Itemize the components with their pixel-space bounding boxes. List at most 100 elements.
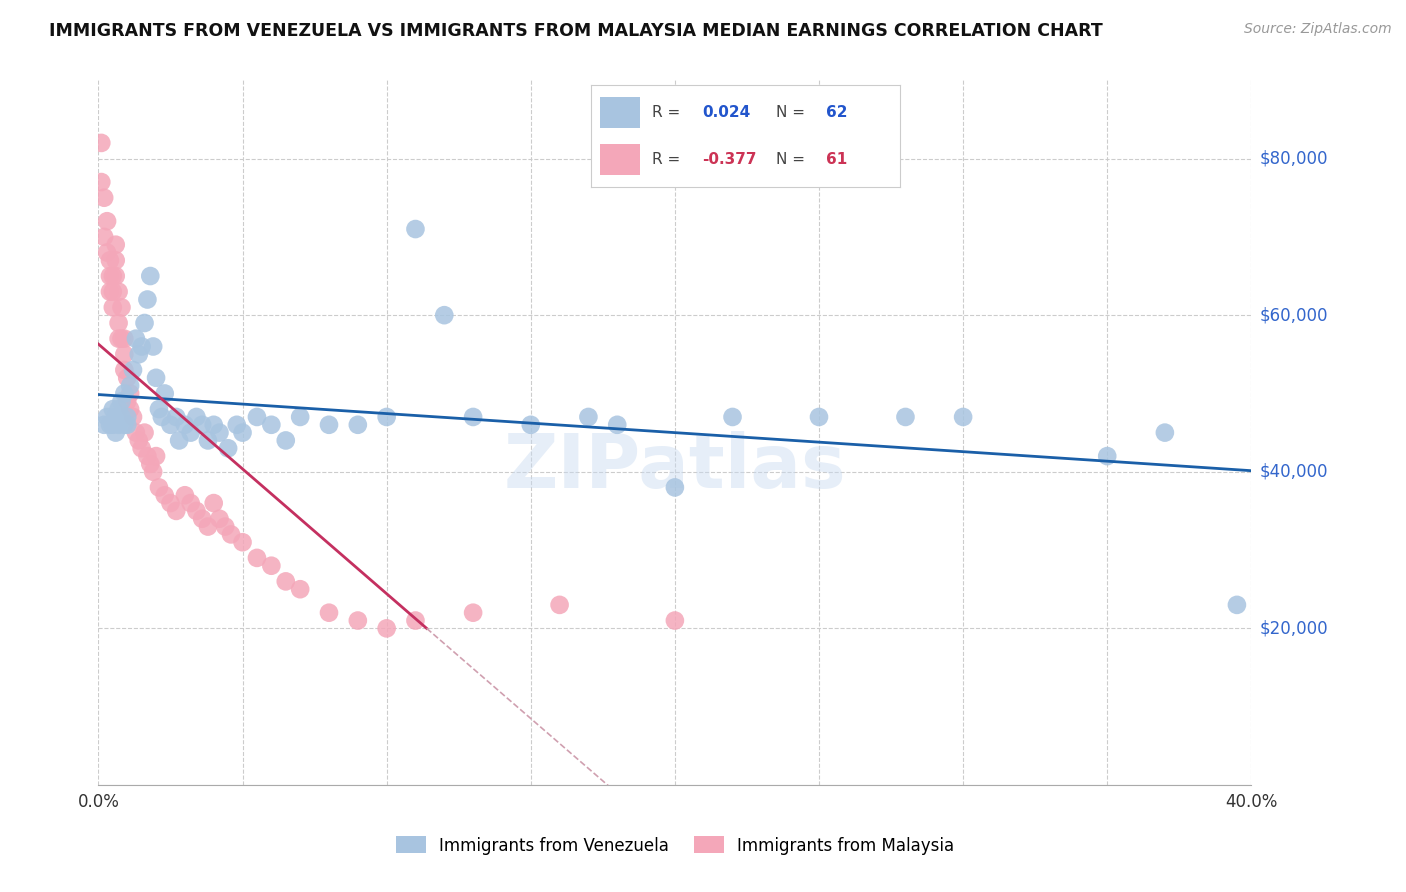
- Text: ZIPatlas: ZIPatlas: [503, 432, 846, 504]
- Point: [165, 409, 187, 424]
- Point: [274, 434, 297, 448]
- Point: [186, 409, 208, 424]
- Point: [96, 245, 118, 260]
- Point: [150, 409, 173, 424]
- Point: [139, 268, 162, 283]
- Point: [148, 402, 170, 417]
- Point: [112, 347, 135, 361]
- Point: [520, 417, 543, 432]
- Point: [104, 237, 127, 252]
- Point: [128, 434, 150, 448]
- Point: [346, 417, 368, 432]
- Point: [1226, 598, 1249, 612]
- Point: [433, 308, 456, 322]
- Point: [117, 394, 139, 409]
- Text: $40,000: $40,000: [1260, 463, 1329, 481]
- Point: [186, 504, 208, 518]
- Point: [1097, 449, 1119, 463]
- Point: [90, 136, 112, 150]
- Point: [122, 409, 145, 424]
- Point: [180, 425, 202, 440]
- Point: [191, 417, 214, 432]
- Point: [136, 293, 159, 307]
- Point: [174, 417, 197, 432]
- Text: 61: 61: [825, 153, 846, 167]
- Point: [120, 402, 142, 417]
- Point: [110, 409, 132, 424]
- Text: $80,000: $80,000: [1260, 150, 1329, 168]
- Point: [664, 614, 686, 628]
- Point: [101, 402, 124, 417]
- Point: [1154, 425, 1177, 440]
- Point: [219, 527, 242, 541]
- Point: [664, 480, 686, 494]
- Point: [117, 371, 139, 385]
- Point: [202, 496, 225, 510]
- Point: [107, 316, 129, 330]
- Point: [153, 386, 176, 401]
- Point: [274, 574, 297, 589]
- Point: [117, 417, 139, 432]
- Point: [405, 614, 427, 628]
- Point: [894, 409, 917, 424]
- Point: [721, 409, 744, 424]
- Point: [134, 316, 156, 330]
- Text: Source: ZipAtlas.com: Source: ZipAtlas.com: [1244, 22, 1392, 37]
- Point: [167, 434, 190, 448]
- Bar: [600, 145, 640, 175]
- Point: [139, 457, 162, 471]
- Point: [101, 268, 124, 283]
- Point: [214, 519, 236, 533]
- Point: [197, 434, 219, 448]
- Point: [246, 550, 269, 565]
- Point: [93, 417, 115, 432]
- Text: R =: R =: [652, 153, 681, 167]
- Point: [104, 409, 127, 424]
- Point: [375, 621, 398, 635]
- Text: N =: N =: [776, 153, 806, 167]
- Text: 0.024: 0.024: [702, 105, 751, 120]
- Point: [290, 409, 312, 424]
- Point: [461, 409, 484, 424]
- Point: [110, 301, 132, 315]
- Point: [231, 425, 254, 440]
- Point: [290, 582, 312, 597]
- Text: $20,000: $20,000: [1260, 619, 1329, 638]
- Point: [145, 371, 167, 385]
- Point: [180, 496, 202, 510]
- Point: [808, 409, 831, 424]
- Point: [112, 386, 135, 401]
- Point: [104, 425, 127, 440]
- Text: R =: R =: [652, 105, 681, 120]
- Point: [112, 417, 135, 432]
- Point: [120, 386, 142, 401]
- Point: [260, 417, 283, 432]
- Point: [318, 606, 340, 620]
- Point: [136, 449, 159, 463]
- Text: $60,000: $60,000: [1260, 306, 1329, 324]
- Point: [548, 598, 571, 612]
- Point: [153, 488, 176, 502]
- Point: [117, 409, 139, 424]
- Point: [98, 417, 121, 432]
- Point: [107, 332, 129, 346]
- Point: [104, 253, 127, 268]
- Point: [217, 442, 239, 456]
- Point: [112, 332, 135, 346]
- Point: [318, 417, 340, 432]
- Point: [104, 268, 127, 283]
- Point: [101, 417, 124, 432]
- Point: [202, 417, 225, 432]
- Point: [90, 175, 112, 189]
- Point: [96, 409, 118, 424]
- Point: [142, 465, 165, 479]
- Point: [110, 394, 132, 409]
- Point: [125, 332, 148, 346]
- Point: [98, 268, 121, 283]
- Point: [142, 339, 165, 353]
- Point: [93, 191, 115, 205]
- Legend: Immigrants from Venezuela, Immigrants from Malaysia: Immigrants from Venezuela, Immigrants fr…: [389, 830, 960, 861]
- Point: [225, 417, 247, 432]
- Point: [112, 363, 135, 377]
- Point: [346, 614, 368, 628]
